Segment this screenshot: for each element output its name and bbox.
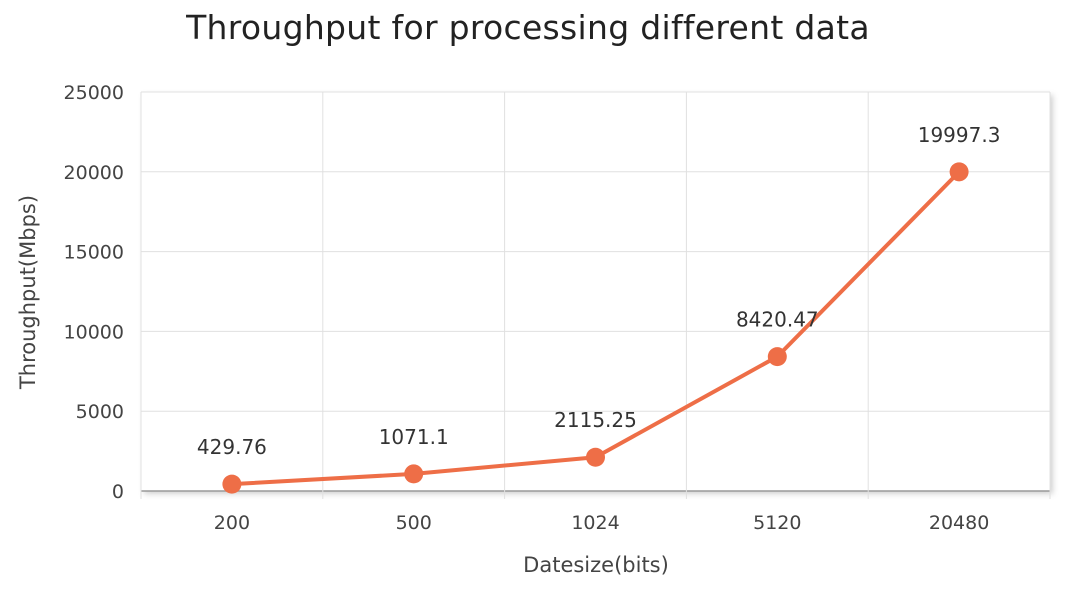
x-axis-ticks: 200 500 1024 5120 20480 [214,512,990,534]
y-tick-label: 15000 [64,242,124,264]
chart-title: Throughput for processing different data [186,8,870,47]
y-axis-ticks: 0 5000 10000 15000 20000 25000 [64,82,124,503]
data-point [949,162,969,182]
data-point-label: 8420.47 [736,308,819,332]
data-point-label: 429.76 [197,435,267,459]
data-point-label: 1071.1 [379,425,449,449]
y-tick-label: 5000 [76,401,124,423]
x-tick-label: 500 [396,512,432,534]
y-tick-label: 0 [112,481,124,503]
y-tick-label: 10000 [64,321,124,343]
data-point [222,474,242,494]
data-point [586,447,605,467]
data-point-label: 2115.25 [554,408,637,432]
y-tick-label: 25000 [64,82,124,104]
x-tick-label: 20480 [929,512,989,534]
x-axis-label: Datesize(bits) [523,553,669,577]
gridlines [140,91,1051,499]
x-tick-label: 200 [214,512,250,534]
y-tick-label: 20000 [64,162,124,184]
x-tick-label: 5120 [753,512,801,534]
data-points [222,162,969,494]
data-labels: 429.76 1071.1 2115.25 8420.47 19997.3 [197,123,1001,459]
data-point [404,464,424,484]
x-tick-label: 1024 [571,512,619,534]
data-point-label: 19997.3 [918,123,1001,147]
plot-area [141,92,1050,491]
y-axis-label: Throughput(Mbps) [16,195,40,390]
data-point [767,347,787,367]
